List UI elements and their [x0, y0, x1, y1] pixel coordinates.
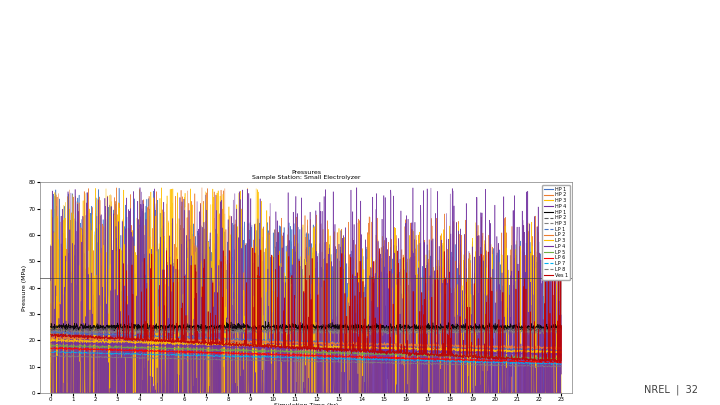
Text: Storage/Dispense Output: Storage/Dispense Output [106, 107, 423, 127]
Text: On-site electrolysis: On-site electrolysis [143, 47, 386, 67]
Y-axis label: Pressure (MPa): Pressure (MPa) [22, 264, 27, 311]
Legend: HP 1, HP 2, HP 3, HP 4, HP 1, HP 2, HP 3, LP 1, LP 2, LP 3, LP 4, LP 5, LP 6, LP: HP 1, HP 2, HP 3, HP 4, HP 1, HP 2, HP 3… [542, 185, 570, 279]
Title: Pressures
Sample Station: Small Electrolyzer: Pressures Sample Station: Small Electrol… [252, 170, 360, 181]
Text: NREL  |  32: NREL | 32 [644, 384, 698, 395]
X-axis label: Simulation Time (hr): Simulation Time (hr) [274, 403, 338, 405]
